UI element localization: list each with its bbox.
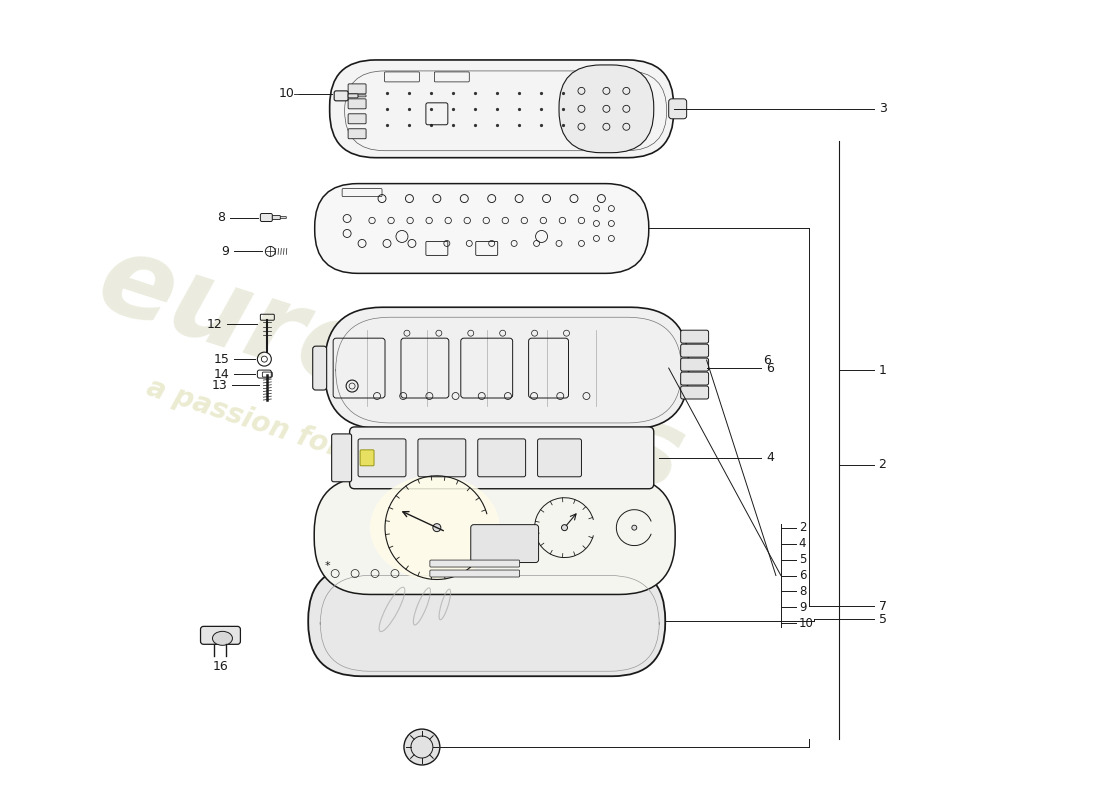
FancyBboxPatch shape: [273, 215, 280, 219]
Text: 2: 2: [799, 521, 806, 534]
FancyBboxPatch shape: [315, 184, 649, 274]
Text: 12: 12: [207, 318, 222, 330]
Text: 5: 5: [799, 553, 806, 566]
FancyBboxPatch shape: [430, 560, 519, 567]
Ellipse shape: [370, 475, 499, 580]
Circle shape: [631, 525, 637, 530]
Text: 14: 14: [213, 367, 230, 381]
Text: 2: 2: [879, 458, 887, 471]
Text: 7: 7: [879, 600, 887, 613]
FancyBboxPatch shape: [681, 344, 708, 357]
Text: 6: 6: [763, 354, 771, 366]
Text: 3: 3: [879, 102, 887, 115]
FancyBboxPatch shape: [348, 114, 366, 124]
Circle shape: [433, 524, 441, 532]
FancyBboxPatch shape: [669, 99, 686, 118]
FancyBboxPatch shape: [477, 439, 526, 477]
Ellipse shape: [212, 631, 232, 646]
Text: 16: 16: [212, 660, 229, 673]
FancyBboxPatch shape: [200, 626, 241, 644]
FancyBboxPatch shape: [280, 217, 286, 218]
FancyBboxPatch shape: [681, 372, 708, 385]
FancyBboxPatch shape: [471, 525, 539, 562]
Text: 15: 15: [213, 353, 230, 366]
FancyBboxPatch shape: [330, 60, 673, 158]
FancyBboxPatch shape: [681, 330, 708, 343]
FancyBboxPatch shape: [559, 65, 653, 153]
Text: 4: 4: [799, 537, 806, 550]
FancyBboxPatch shape: [315, 477, 675, 594]
FancyBboxPatch shape: [334, 91, 348, 101]
Text: 13: 13: [211, 378, 228, 391]
FancyBboxPatch shape: [538, 439, 582, 477]
FancyBboxPatch shape: [308, 566, 666, 676]
FancyBboxPatch shape: [348, 129, 366, 138]
FancyBboxPatch shape: [261, 214, 273, 222]
FancyBboxPatch shape: [348, 94, 359, 98]
Text: 4: 4: [766, 451, 773, 464]
FancyBboxPatch shape: [359, 439, 406, 477]
FancyBboxPatch shape: [332, 434, 352, 482]
Text: 8: 8: [799, 585, 806, 598]
FancyBboxPatch shape: [360, 450, 374, 466]
Text: 9: 9: [221, 245, 230, 258]
FancyBboxPatch shape: [418, 439, 465, 477]
FancyBboxPatch shape: [348, 99, 366, 109]
FancyBboxPatch shape: [348, 84, 366, 94]
Text: 6: 6: [766, 362, 773, 374]
FancyBboxPatch shape: [312, 346, 327, 390]
Circle shape: [404, 729, 440, 765]
FancyBboxPatch shape: [350, 427, 653, 489]
FancyBboxPatch shape: [681, 386, 708, 399]
FancyBboxPatch shape: [359, 95, 366, 97]
FancyBboxPatch shape: [324, 307, 689, 429]
Text: 8: 8: [218, 211, 226, 224]
Text: 10: 10: [799, 617, 814, 630]
Text: euroParts: euroParts: [86, 225, 698, 515]
Text: 5: 5: [879, 613, 887, 626]
FancyBboxPatch shape: [430, 570, 519, 577]
FancyBboxPatch shape: [681, 358, 708, 371]
Text: 1: 1: [879, 363, 887, 377]
Text: 9: 9: [799, 601, 806, 614]
Text: 10: 10: [278, 87, 295, 100]
Text: a passion for parts since 1985: a passion for parts since 1985: [143, 374, 601, 546]
Circle shape: [561, 525, 568, 530]
Text: 6: 6: [799, 569, 806, 582]
Text: *: *: [324, 561, 330, 570]
